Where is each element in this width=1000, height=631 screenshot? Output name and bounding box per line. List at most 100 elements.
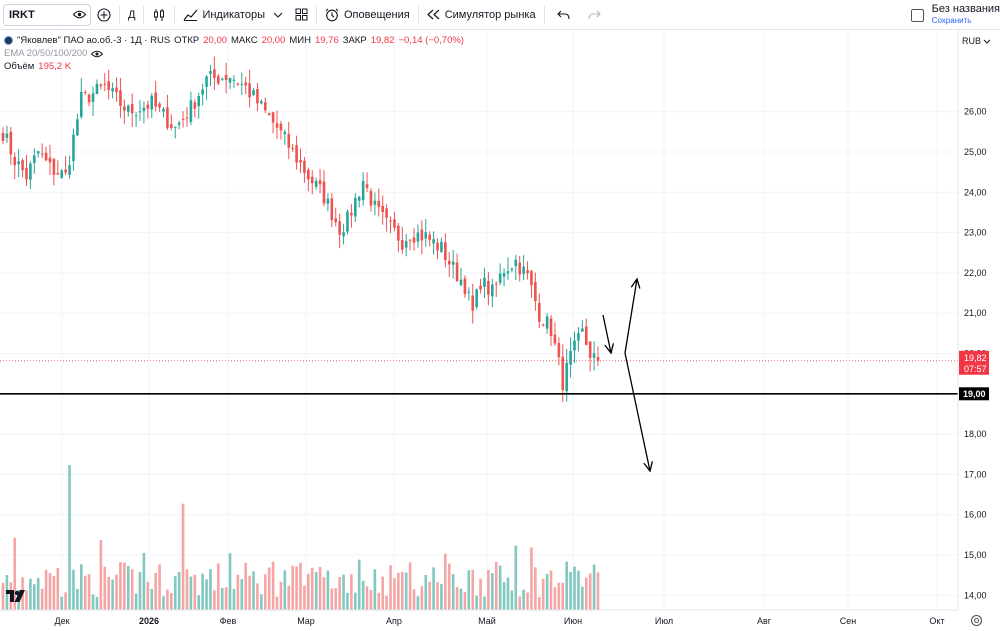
time-scale[interactable]: Дек 2026 Фев Мар Апр Май Июн Июл Авг Сен Окт — [0, 609, 958, 626]
candle-body — [91, 93, 95, 102]
candle-body — [557, 342, 561, 358]
volume-bar — [357, 559, 361, 610]
legend-ema-row[interactable]: EMA 20/50/100/200 — [4, 47, 464, 60]
volume-bar — [115, 574, 118, 610]
layout-save-area: Без названия Сохранить — [910, 0, 1000, 30]
candle-body — [365, 184, 369, 188]
candle-body — [201, 89, 204, 95]
currency-selector[interactable]: RUB — [962, 36, 991, 46]
candle-body — [354, 197, 357, 217]
candle-body — [526, 270, 529, 274]
candle-body — [416, 232, 420, 242]
candle-body — [154, 92, 157, 107]
candle-body — [291, 148, 294, 150]
legend-volume-row[interactable]: Объём 195,2 K — [4, 60, 464, 73]
volume-bar — [287, 585, 291, 610]
gear-icon[interactable] — [970, 614, 983, 631]
price-tick-label: 25,00 — [964, 147, 987, 157]
time-tick-label: Май — [478, 616, 496, 626]
volume-bar — [510, 590, 514, 610]
indicators-button[interactable]: Индикаторы — [177, 0, 289, 30]
price-scale[interactable]: 26,0025,0024,0023,0022,0021,0020,0018,00… — [957, 30, 989, 631]
candle-body — [83, 91, 87, 93]
tradingview-logo-icon[interactable] — [6, 589, 28, 608]
symbol-search[interactable]: IRKT — [3, 3, 91, 26]
candle-body — [275, 123, 279, 128]
candle-body — [29, 163, 32, 180]
templates-button[interactable] — [289, 0, 314, 30]
candle-body — [224, 74, 228, 81]
layout-checkbox-icon[interactable] — [910, 8, 924, 22]
alerts-button[interactable]: Оповещения — [319, 0, 416, 30]
volume-bar — [119, 562, 122, 610]
candle-body — [56, 173, 60, 175]
volume-bar — [25, 590, 28, 610]
last-price-value: 19,82 — [964, 353, 987, 363]
candle-body — [173, 126, 177, 128]
volume-bar — [181, 503, 185, 610]
candle-body — [299, 159, 302, 163]
replay-label: Симулятор рынка — [444, 8, 536, 21]
candle-body — [471, 295, 475, 311]
arrow-down-long — [624, 352, 654, 473]
candle-body — [459, 279, 463, 285]
price-tick-label: 22,00 — [964, 268, 987, 278]
candle-body — [346, 211, 349, 232]
interval-button[interactable]: Д — [122, 0, 141, 30]
candle-body — [377, 200, 381, 207]
close-label: ЗАКР — [342, 35, 367, 46]
undo-button[interactable] — [547, 0, 580, 30]
time-tick-label: Мар — [297, 616, 315, 626]
candle-body — [530, 270, 533, 286]
volume-bar — [52, 575, 56, 610]
drawn-arrows[interactable] — [602, 277, 654, 473]
volume-bar — [471, 569, 475, 610]
alerts-label: Оповещения — [343, 8, 410, 21]
candle-body — [588, 341, 592, 359]
candle-body — [193, 102, 197, 109]
volume-label: Объём — [4, 61, 35, 72]
volume-bar — [91, 594, 95, 610]
candle-body — [197, 96, 201, 107]
candle-body — [479, 285, 482, 290]
candle-body — [166, 107, 169, 128]
top-toolbar: IRKT Д Индикаторы Оповещения Симулятор р… — [0, 0, 1000, 30]
volume-bar — [569, 571, 572, 610]
candle-body — [48, 157, 52, 163]
volume-bar — [72, 569, 75, 610]
volume-bar — [205, 579, 208, 610]
volume-bar — [459, 588, 463, 610]
price-chart[interactable]: 26,00 25,00 24,00 23,00 22,00 21,00 20,00 18,00… — [0, 30, 1000, 631]
volume-bar — [103, 566, 107, 610]
volume-bar — [244, 562, 247, 610]
candle-body — [111, 88, 114, 92]
volume-bar — [40, 588, 44, 610]
volume-bar — [584, 577, 588, 610]
volume-bar — [592, 564, 596, 610]
candle-body — [483, 277, 486, 287]
indicators-label: Индикаторы — [202, 8, 265, 21]
candle-body — [584, 326, 588, 345]
candle-body — [162, 108, 165, 112]
toolbar-divider — [543, 5, 545, 24]
candle-body — [95, 83, 99, 95]
legend-title[interactable]: "Яковлев" ПАО ао.об.-3 · 1Д · RUS — [17, 35, 171, 46]
interval-label: Д — [128, 8, 136, 21]
candle-body — [326, 198, 330, 204]
volume-bar — [232, 589, 236, 610]
redo-button[interactable] — [580, 0, 609, 30]
volume-bar — [389, 565, 392, 610]
candle-body — [447, 260, 451, 265]
candle-body — [342, 232, 345, 237]
volume-bar — [596, 572, 600, 610]
layout-name[interactable]: Без названия Сохранить — [932, 4, 1000, 26]
replay-button[interactable]: Симулятор рынка — [421, 0, 542, 30]
volume-value: 195,2 K — [38, 61, 72, 72]
candle-body — [170, 124, 173, 128]
chart-type-button[interactable] — [146, 0, 172, 30]
candle-body — [134, 115, 138, 117]
last-price-tag — [959, 350, 989, 375]
volume-bar — [455, 586, 459, 610]
compare-plus-button[interactable] — [91, 0, 117, 30]
save-link[interactable]: Сохранить — [931, 16, 972, 25]
